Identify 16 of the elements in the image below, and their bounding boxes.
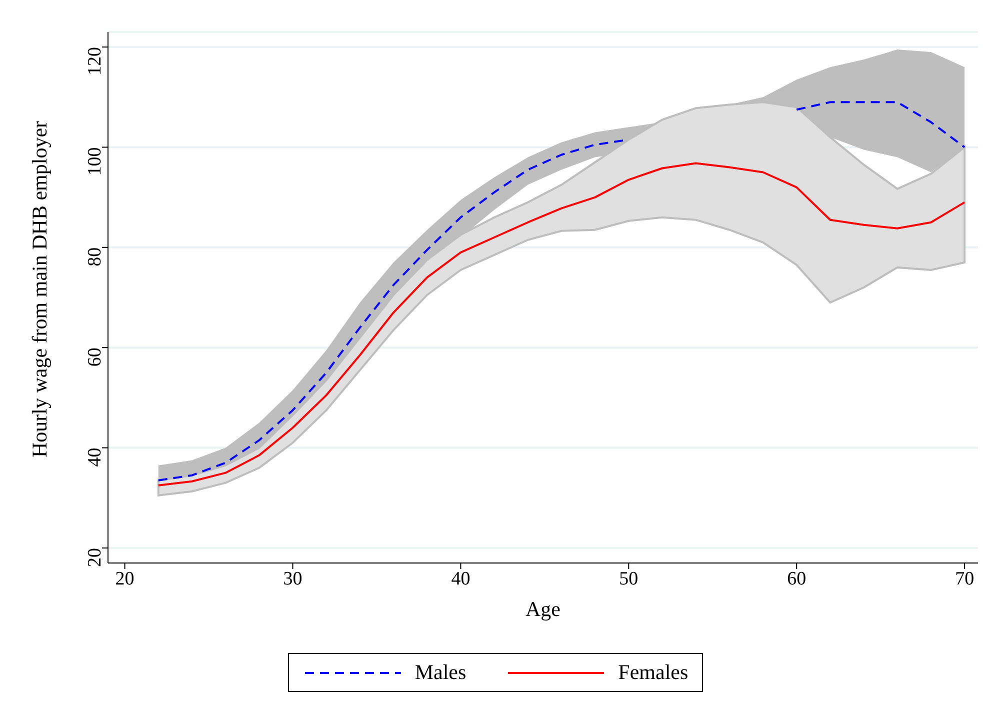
y-axis-title: Hourly wage from main DHB employer — [27, 120, 52, 458]
legend-label: Males — [414, 660, 466, 685]
x-tick-label: 20 — [115, 568, 134, 590]
y-tick-label: 100 — [84, 147, 106, 176]
x-tick-label: 40 — [451, 568, 470, 590]
x-tick-label: 30 — [283, 568, 302, 590]
legend-label: Females — [618, 660, 688, 685]
x-tick-label: 60 — [787, 568, 806, 590]
y-tick-label: 80 — [84, 247, 106, 266]
x-tick-label: 70 — [955, 568, 974, 590]
y-tick-label: 40 — [84, 448, 106, 467]
y-tick-label: 120 — [84, 47, 106, 76]
y-tick-label: 60 — [84, 348, 106, 367]
y-tick-label: 20 — [84, 548, 106, 567]
x-tick-label: 50 — [619, 568, 638, 590]
x-axis-title: Age — [526, 597, 560, 621]
